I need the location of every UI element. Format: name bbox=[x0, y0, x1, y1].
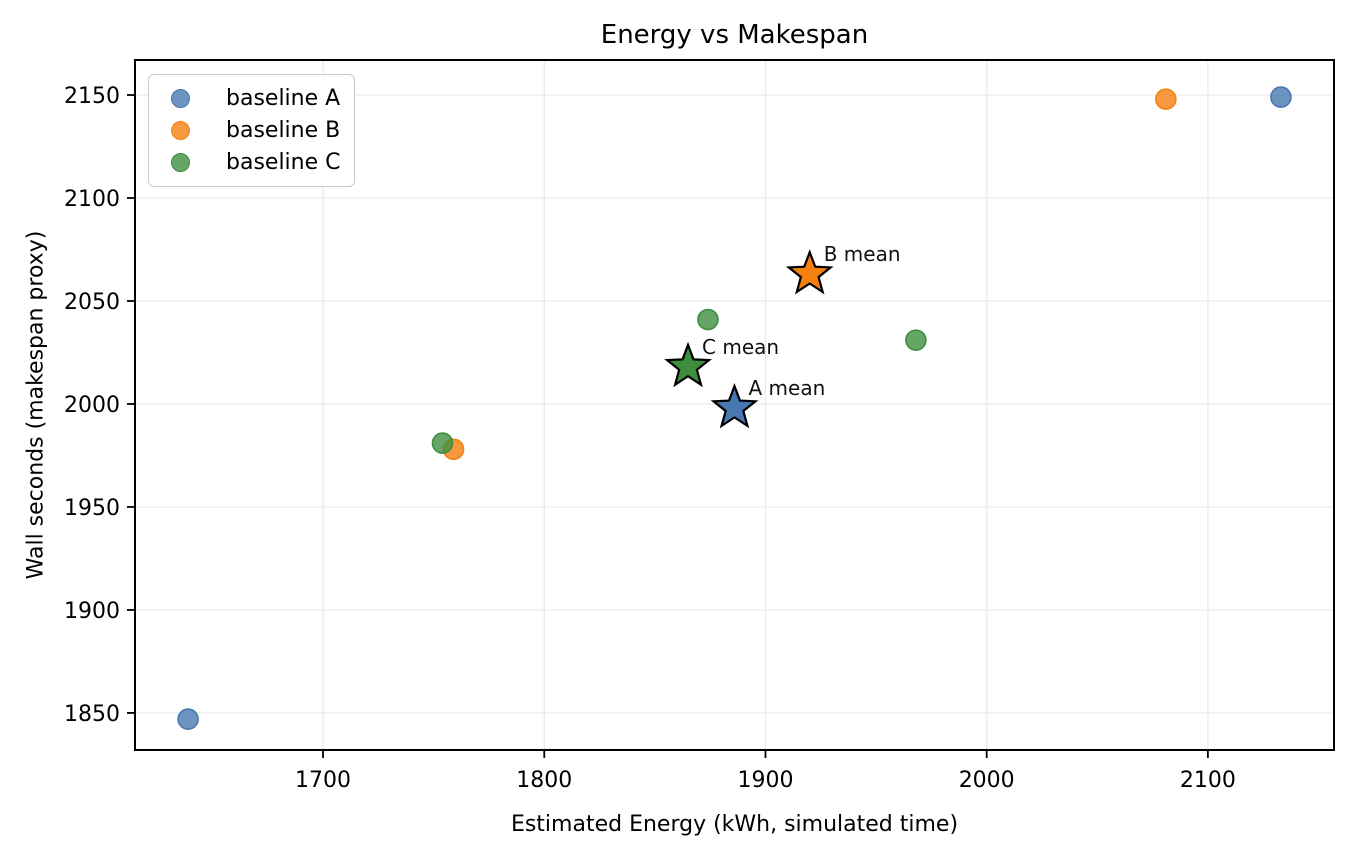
mean-annotation-a-mean: A mean bbox=[749, 376, 826, 400]
legend-marker-baseline-b-icon bbox=[171, 120, 190, 140]
x-tick-label: 1700 bbox=[295, 768, 351, 793]
x-axis-label: Estimated Energy (kWh, simulated time) bbox=[510, 812, 959, 837]
legend-label-baseline-b: baseline B bbox=[226, 117, 341, 143]
y-axis-label: Wall seconds (makespan proxy) bbox=[23, 230, 49, 580]
mean-annotation-c-mean: C mean bbox=[702, 335, 779, 359]
x-tick-label: 1900 bbox=[737, 768, 793, 793]
scatter-point-baseline-b bbox=[1155, 88, 1177, 110]
scatter-point-baseline-a bbox=[1270, 86, 1292, 108]
scatter-point-baseline-a bbox=[177, 708, 199, 730]
mean-star-c-mean bbox=[664, 341, 712, 388]
y-tick-label: 2100 bbox=[64, 187, 120, 212]
mean-annotation-b-mean: B mean bbox=[824, 242, 901, 266]
legend-marker-baseline-a-icon bbox=[171, 88, 190, 108]
y-tick-label: 1850 bbox=[64, 702, 120, 727]
legend-marker-baseline-c-icon bbox=[171, 153, 190, 173]
y-tick-label: 1950 bbox=[64, 496, 120, 521]
x-tick-label: 1800 bbox=[516, 768, 572, 793]
legend-label-baseline-a: baseline A bbox=[226, 85, 341, 111]
x-tick-label: 2100 bbox=[1180, 768, 1236, 793]
legend-label-baseline-c: baseline C bbox=[226, 150, 341, 176]
y-tick-label: 2000 bbox=[64, 393, 120, 418]
plot-border bbox=[134, 59, 1335, 751]
y-tick-label: 1900 bbox=[64, 599, 120, 624]
scatter-point-baseline-c bbox=[697, 308, 719, 331]
mean-star-b-mean bbox=[785, 249, 834, 295]
chart-title: Energy vs Makespan bbox=[600, 20, 869, 50]
scatter-point-baseline-c bbox=[905, 329, 927, 351]
legend-item-baseline-b: baseline B bbox=[171, 114, 344, 146]
x-tick-label: 2000 bbox=[959, 768, 1015, 793]
legend: baseline A baseline B baseline C bbox=[148, 74, 355, 187]
legend-item-baseline-c: baseline C bbox=[171, 147, 344, 179]
y-tick-label: 2050 bbox=[64, 290, 120, 315]
scatter-point-baseline-c bbox=[431, 432, 454, 454]
y-tick-label: 2150 bbox=[64, 84, 120, 109]
mean-star-a-mean bbox=[710, 382, 759, 429]
legend-item-baseline-a: baseline A bbox=[171, 82, 344, 114]
